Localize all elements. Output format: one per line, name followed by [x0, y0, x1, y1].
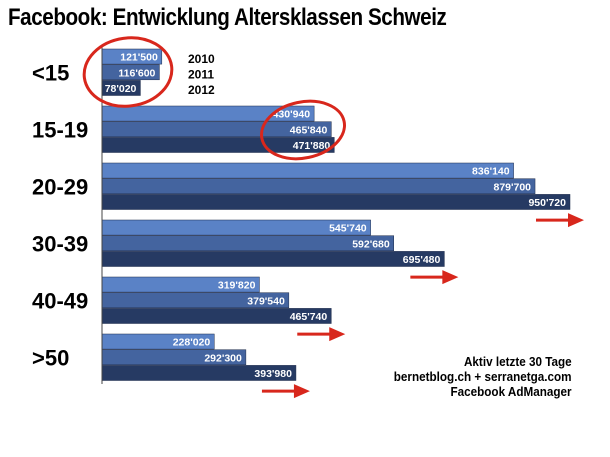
category-label: 30-39: [32, 232, 88, 257]
bar: [101, 178, 536, 195]
data-label: 430'940: [273, 109, 311, 121]
data-label: 319'820: [218, 280, 256, 292]
data-label: 228'020: [173, 337, 211, 349]
bar: [101, 194, 571, 210]
data-label: 592'680: [352, 238, 390, 250]
note-tool: Facebook AdManager: [450, 384, 572, 399]
note-active: Aktiv letzte 30 Tage: [464, 354, 572, 369]
data-label: 465'740: [290, 311, 328, 323]
legend-entry: 2011: [188, 68, 214, 82]
category-label: 15-19: [32, 118, 88, 143]
data-label: 78'020: [105, 83, 137, 95]
highlight-circle: [260, 99, 346, 161]
data-label: 116'600: [118, 67, 155, 79]
data-label: 379'540: [247, 295, 285, 307]
data-label: 121'500: [120, 52, 158, 64]
arrow-head: [329, 327, 346, 342]
category-label: 40-49: [32, 289, 88, 314]
data-label: 393'980: [254, 368, 292, 380]
arrow-head: [568, 213, 584, 228]
arrow-head: [442, 270, 459, 285]
arrow-head: [293, 384, 310, 399]
data-label: 695'480: [403, 254, 441, 266]
category-label: 20-29: [32, 175, 88, 200]
note-source: bernetblog.ch + serranetga.com: [394, 369, 572, 384]
bar: [101, 162, 514, 179]
bar: [101, 251, 445, 267]
legend-entry: 2012: [188, 83, 215, 97]
data-label: 836'140: [472, 166, 510, 178]
data-label: 471'880: [293, 140, 331, 152]
data-label: 292'300: [204, 352, 242, 364]
chart-title: Facebook: Entwicklung Altersklassen Schw…: [8, 4, 447, 31]
bar: [101, 235, 395, 252]
legend-entry: 2010: [188, 52, 215, 66]
data-label: 465'840: [290, 124, 328, 136]
category-label: >50: [32, 346, 69, 371]
data-label: 545'740: [329, 223, 367, 235]
highlight-circle: [82, 36, 174, 108]
data-label: 879'700: [493, 181, 531, 193]
category-label: <15: [32, 61, 69, 86]
data-label: 950'720: [528, 197, 566, 209]
